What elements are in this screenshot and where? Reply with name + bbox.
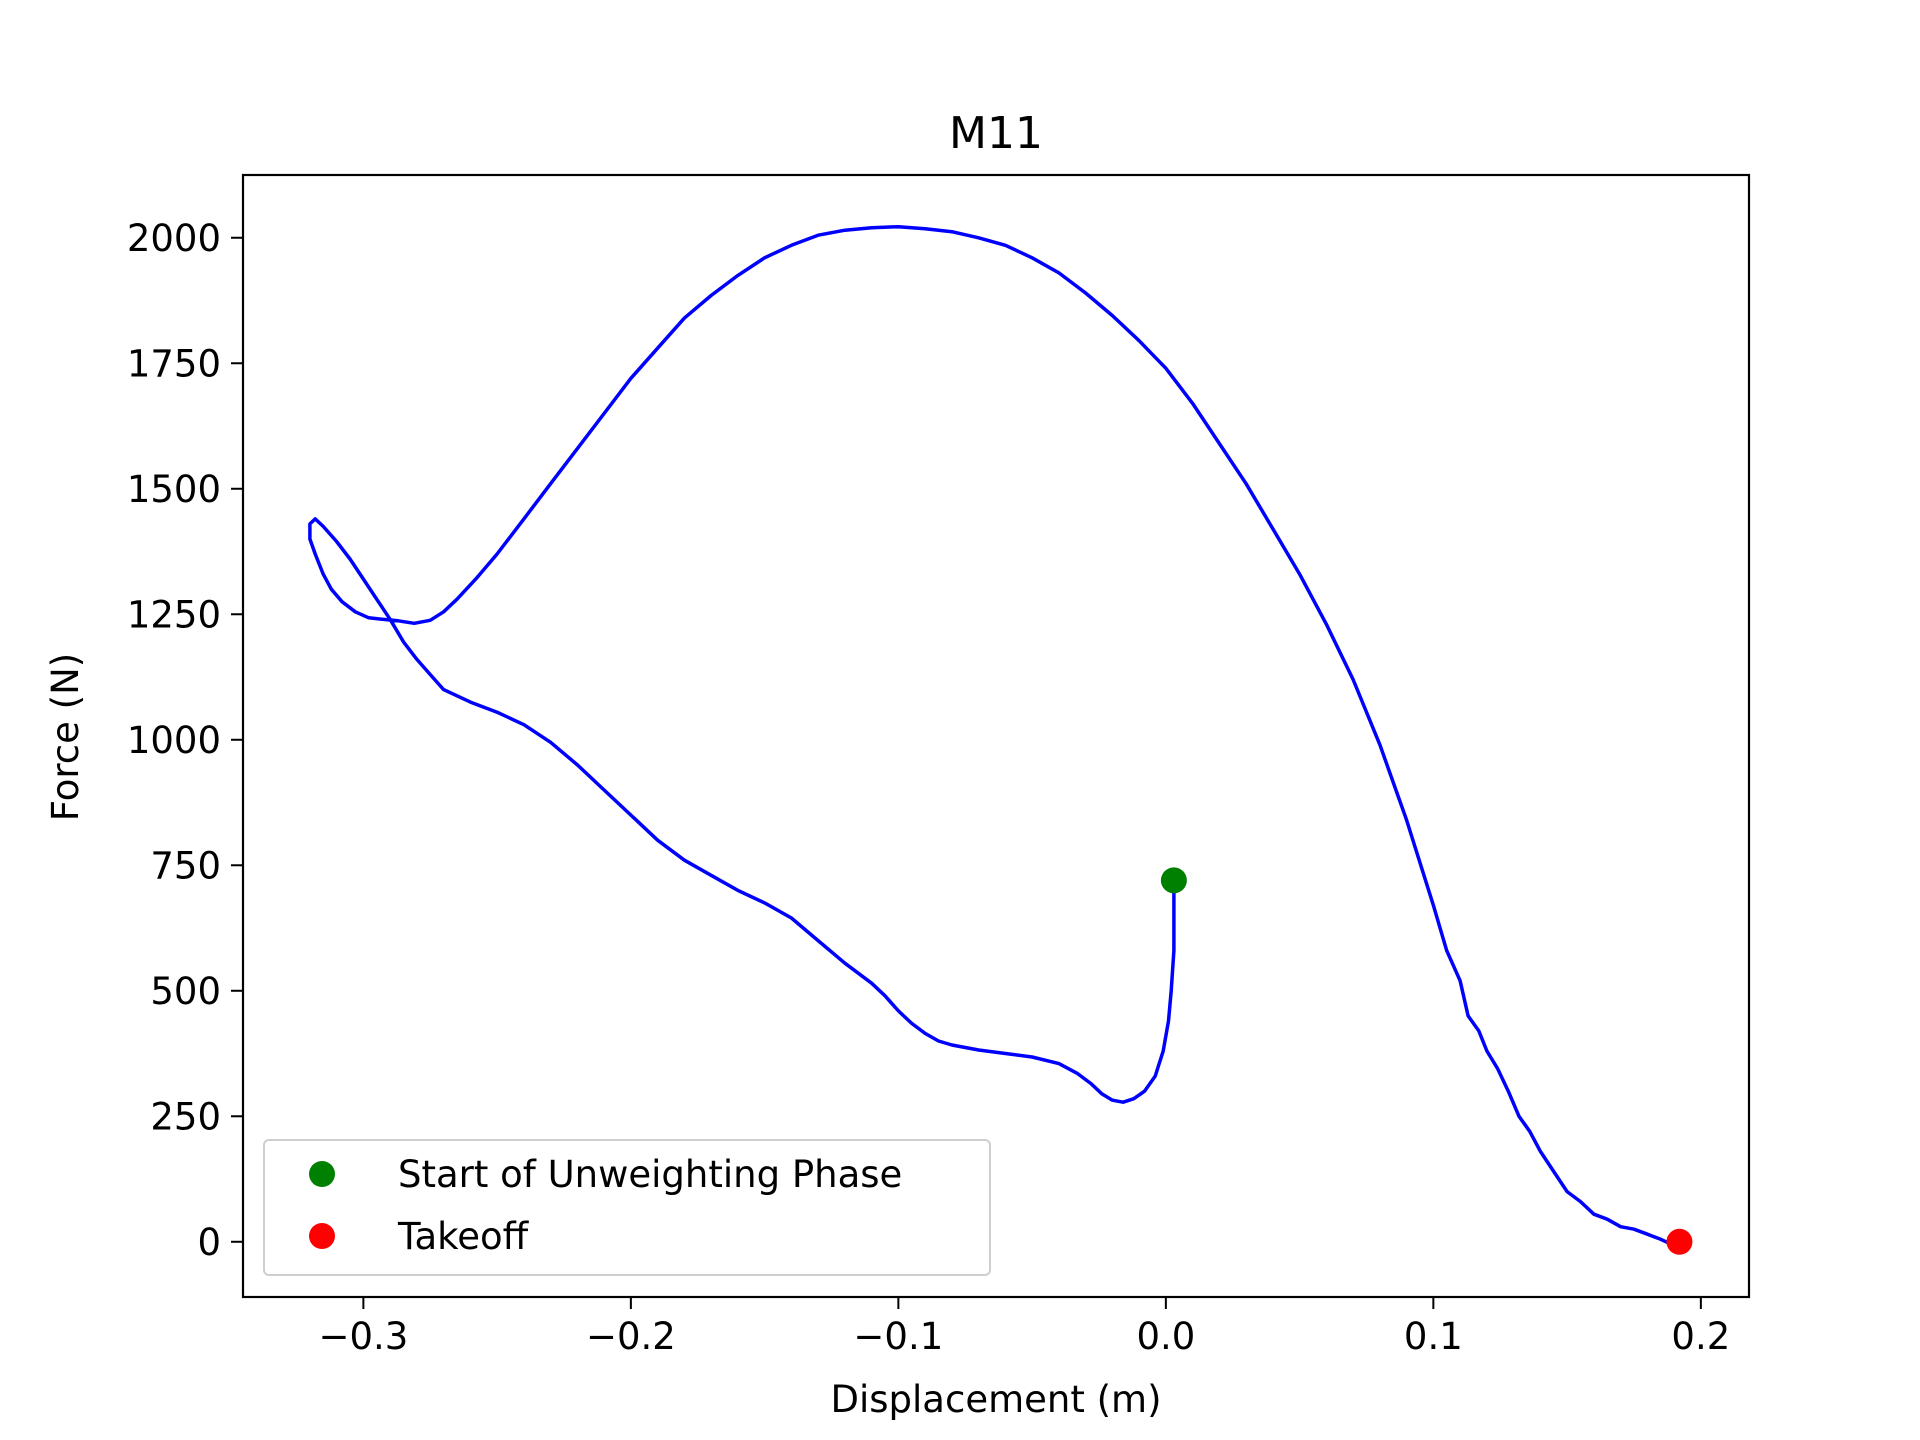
- x-tick-label: 0.0: [1136, 1315, 1195, 1358]
- series-line-0: [308, 224, 1682, 1247]
- x-axis-label: Displacement (m): [830, 1378, 1161, 1421]
- x-tick-label: −0.2: [586, 1315, 676, 1358]
- y-tick-label: 1750: [127, 342, 221, 385]
- marker-point-1: [1666, 1228, 1693, 1255]
- y-tick-label: 2000: [127, 217, 221, 260]
- x-tick-label: 0.1: [1404, 1315, 1463, 1358]
- x-axis-ticks: −0.3 −0.2 −0.1 0.0 0.1 0.2: [318, 1297, 1730, 1358]
- legend-label-0: Start of Unweighting Phase: [398, 1153, 902, 1196]
- marker-point-0: [1160, 867, 1187, 894]
- y-tick-label: 500: [150, 970, 221, 1013]
- legend-label-1: Takeoff: [397, 1215, 530, 1258]
- y-tick-label: 250: [150, 1095, 221, 1138]
- y-tick-label: 1500: [127, 468, 221, 511]
- legend-marker-0: [309, 1161, 335, 1187]
- y-tick-label: 0: [197, 1221, 221, 1264]
- y-axis-label: Force (N): [44, 653, 87, 821]
- y-axis-ticks: 0 250 500 750 1000 1250 1500 1750 2000: [127, 217, 243, 1264]
- chart-title: M11: [949, 108, 1043, 159]
- y-tick-label: 1250: [127, 593, 221, 636]
- legend: Start of Unweighting Phase Takeoff: [263, 1139, 991, 1276]
- x-tick-label: 0.2: [1671, 1315, 1730, 1358]
- y-tick-label: 1000: [127, 719, 221, 762]
- y-tick-label: 750: [150, 844, 221, 887]
- plot-area: [241, 173, 1751, 1299]
- legend-box: [263, 1139, 991, 1276]
- legend-marker-1: [309, 1223, 335, 1249]
- x-tick-label: −0.1: [853, 1315, 943, 1358]
- x-tick-label: −0.3: [318, 1315, 408, 1358]
- axes-frame: [241, 173, 1751, 1299]
